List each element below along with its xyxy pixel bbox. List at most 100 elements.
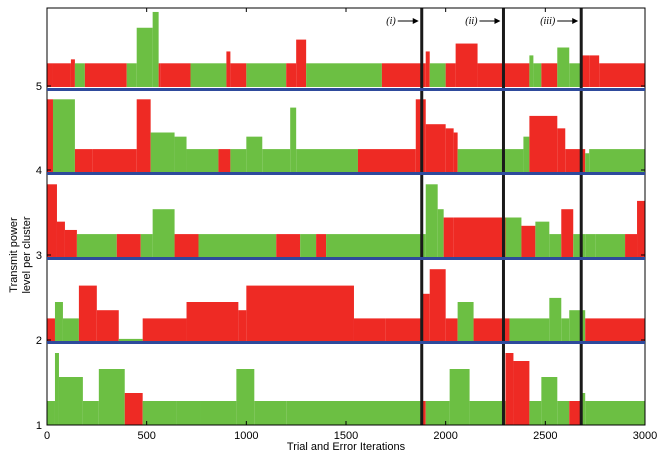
- power-segment: [158, 63, 161, 87]
- power-segment: [585, 318, 645, 343]
- power-segment: [453, 132, 458, 174]
- power-segment: [84, 63, 127, 87]
- power-segment: [523, 136, 530, 174]
- power-segment: [54, 302, 63, 343]
- power-segment: [425, 124, 446, 174]
- power-segment: [198, 234, 277, 259]
- annotation-label: (ii): [465, 16, 478, 27]
- y-axis: 1 2 3 4 5: [36, 81, 645, 432]
- power-segment: [561, 318, 570, 343]
- power-segment: [535, 221, 550, 259]
- x-tick-label: 3000: [633, 430, 657, 442]
- power-segment: [326, 234, 422, 259]
- power-segment: [353, 318, 386, 343]
- panels-layer: [47, 11, 645, 425]
- power-segment: [445, 63, 456, 87]
- power-segment: [276, 234, 301, 259]
- power-segment: [230, 63, 247, 87]
- power-segment: [541, 377, 558, 425]
- power-segment: [76, 234, 117, 259]
- power-segment: [589, 55, 600, 87]
- power-segment: [126, 63, 137, 87]
- panel-1: [47, 11, 645, 88]
- power-segment: [425, 184, 438, 259]
- annotation-label: (i): [386, 16, 396, 27]
- y-tick-label: 5: [36, 81, 42, 93]
- power-segment: [549, 234, 562, 259]
- power-segment: [513, 361, 530, 425]
- power-segment: [74, 149, 93, 174]
- power-segment: [357, 149, 416, 174]
- power-segment: [47, 401, 55, 425]
- power-segment: [599, 63, 645, 87]
- power-segment: [573, 234, 586, 259]
- power-segment: [521, 225, 536, 259]
- power-segment: [429, 63, 446, 87]
- power-segment: [296, 39, 307, 87]
- power-segment: [140, 234, 153, 259]
- power-segment: [585, 153, 590, 174]
- power-segment: [625, 234, 638, 259]
- power-segment: [585, 234, 596, 259]
- power-segment: [455, 43, 478, 87]
- annotation-arrow-head: [412, 18, 419, 24]
- power-segment: [82, 401, 99, 425]
- power-segment: [469, 401, 506, 425]
- power-segment: [445, 128, 454, 174]
- power-segment: [300, 234, 317, 259]
- power-segment: [569, 310, 586, 343]
- power-segment: [286, 401, 422, 425]
- power-segment: [549, 297, 562, 343]
- power-segment: [238, 310, 247, 343]
- power-segment: [505, 217, 522, 259]
- power-segment: [290, 107, 297, 174]
- power-segment: [47, 184, 57, 259]
- frame-layer: [46, 7, 646, 426]
- power-segment: [557, 47, 570, 87]
- annotation-arrow-head: [494, 18, 501, 24]
- power-segment: [509, 318, 550, 343]
- power-segment: [589, 149, 645, 174]
- power-segment: [445, 318, 458, 343]
- power-segment: [150, 132, 175, 174]
- annotation-arrow-head: [572, 18, 579, 24]
- power-segment: [262, 149, 291, 174]
- x-tick-label: 0: [44, 430, 50, 442]
- x-axis: 0 500 1000 1500 2000 2500 3000: [44, 8, 657, 442]
- power-segment: [92, 149, 137, 174]
- y-tick-label: 4: [36, 165, 42, 177]
- power-segment: [473, 318, 502, 343]
- power-segment: [116, 234, 141, 259]
- x-tick-label: 2500: [533, 430, 557, 442]
- x-axis-title: Trial and Error Iterations: [287, 441, 406, 453]
- power-segment: [152, 11, 159, 88]
- power-segment: [585, 401, 645, 425]
- power-segment: [529, 115, 558, 174]
- power-segment: [557, 128, 566, 174]
- power-segment: [246, 136, 263, 174]
- power-segment: [533, 63, 542, 87]
- power-segment: [54, 353, 59, 425]
- power-segment: [136, 27, 153, 87]
- panel-5: [47, 353, 645, 425]
- power-segment: [52, 63, 71, 87]
- panel-4: [47, 269, 645, 343]
- power-segment: [385, 318, 422, 343]
- power-segment: [501, 318, 510, 343]
- y-axis-title: Transmit power level per cluster: [8, 216, 33, 293]
- power-segment: [186, 302, 239, 343]
- power-segment: [421, 293, 430, 343]
- power-segment: [637, 200, 645, 259]
- power-segment: [246, 63, 287, 87]
- x-tick-label: 1000: [234, 430, 258, 442]
- power-segment: [246, 285, 354, 343]
- vlines-layer: [420, 8, 583, 425]
- power-segment: [142, 401, 177, 425]
- x-tick-label: 2000: [433, 430, 457, 442]
- y-tick-label: 1: [36, 420, 42, 432]
- power-segment: [449, 369, 470, 425]
- power-segment: [254, 401, 287, 425]
- power-segment: [64, 229, 77, 259]
